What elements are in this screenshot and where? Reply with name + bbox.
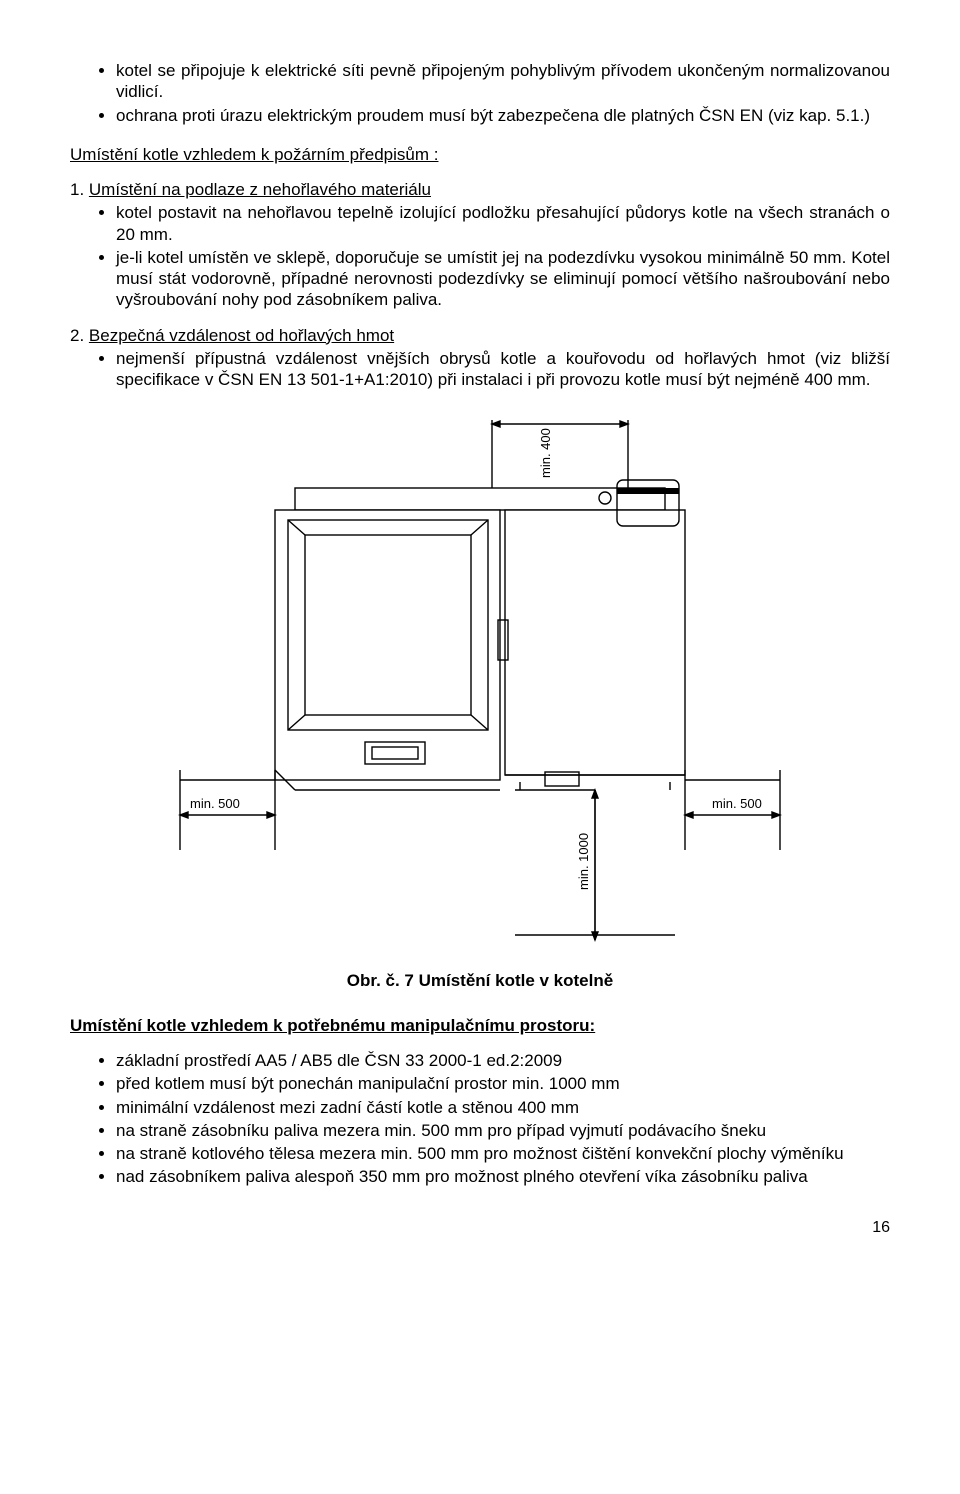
- dim-label-top: min. 400: [538, 428, 553, 478]
- item-number: 2.: [70, 326, 89, 345]
- list-item: na straně zásobníku paliva mezera min. 5…: [116, 1120, 890, 1141]
- list-item: nejmenší přípustná vzdálenost vnějších o…: [116, 348, 890, 391]
- list-item: nad zásobníkem paliva alespoň 350 mm pro…: [116, 1166, 890, 1187]
- item2-bullet-list: nejmenší přípustná vzdálenost vnějších o…: [70, 348, 890, 391]
- intro-bullet-list: kotel se připojuje k elektrické síti pev…: [70, 60, 890, 126]
- list-item: minimální vzdálenost mezi zadní částí ko…: [116, 1097, 890, 1118]
- heading-manipulation-space: Umístění kotle vzhledem k potřebnému man…: [70, 1015, 890, 1036]
- list-item: ochrana proti úrazu elektrickým proudem …: [116, 105, 890, 126]
- dim-label-left: min. 500: [190, 796, 240, 811]
- item-title: Bezpečná vzdálenost od hořlavých hmot: [89, 326, 394, 345]
- dim-label-bottom: min. 1000: [576, 833, 591, 890]
- figure-caption: Obr. č. 7 Umístění kotle v kotelně: [70, 970, 890, 991]
- heading-fire-regulations: Umístění kotle vzhledem k požárním předp…: [70, 144, 890, 165]
- list-item: je-li kotel umístěn ve sklepě, doporučuj…: [116, 247, 890, 311]
- list-item: kotel se připojuje k elektrické síti pev…: [116, 60, 890, 103]
- list-item: základní prostředí AA5 / AB5 dle ČSN 33 …: [116, 1050, 890, 1071]
- subheading-2: 2. Bezpečná vzdálenost od hořlavých hmot: [70, 325, 890, 346]
- page-number: 16: [70, 1218, 890, 1238]
- item-number: 1.: [70, 180, 89, 199]
- dim-label-right: min. 500: [712, 796, 762, 811]
- space-bullet-list: základní prostředí AA5 / AB5 dle ČSN 33 …: [70, 1050, 890, 1188]
- item1-bullet-list: kotel postavit na nehořlavou tepelně izo…: [70, 202, 890, 310]
- list-item: před kotlem musí být ponechán manipulačn…: [116, 1073, 890, 1094]
- figure-boiler-placement: min. 400: [70, 420, 890, 955]
- list-item: na straně kotlového tělesa mezera min. 5…: [116, 1143, 890, 1164]
- boiler-placement-diagram: min. 400: [120, 420, 840, 950]
- subheading-1: 1. Umístění na podlaze z nehořlavého mat…: [70, 179, 890, 200]
- item-title: Umístění na podlaze z nehořlavého materi…: [89, 180, 431, 199]
- list-item: kotel postavit na nehořlavou tepelně izo…: [116, 202, 890, 245]
